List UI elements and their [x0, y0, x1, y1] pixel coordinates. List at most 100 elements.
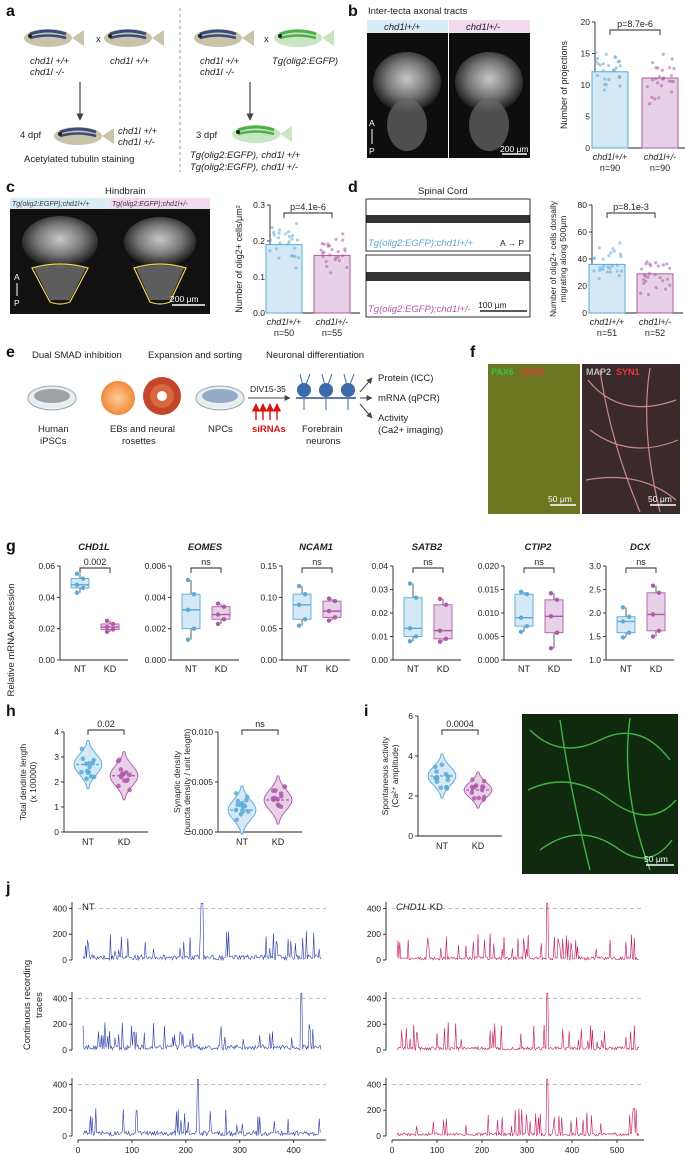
g-ctip2-nt-point-3: [524, 592, 530, 597]
f-scale2: 50 μm: [648, 494, 672, 504]
b-bar0-point-23: [614, 66, 618, 70]
j-1-trace-2-y-ticklabel-2: 400: [367, 1079, 381, 1089]
h-0-kd-point-13: [115, 758, 121, 764]
d-bar0-point-12: [615, 263, 619, 267]
d-bar0-point-6: [610, 264, 614, 268]
j-1-trace-0-y-ticklabel-1: 200: [367, 929, 381, 939]
a-left-stage: 4 dpf: [20, 130, 41, 141]
a-left-off-l1: chd1l +/+: [118, 126, 158, 137]
b-bar1-point-21: [653, 97, 657, 101]
g-eomes-kd-box: [211, 606, 231, 620]
g-ctip2-sig-label: ns: [534, 557, 544, 567]
d-bar0-point-17: [617, 274, 621, 278]
j-0-trace-2-y-ticklabel-2: 400: [53, 1079, 67, 1089]
g-ctip2-y-ticklabel-0: 0.000: [478, 655, 500, 665]
g-dcx-sig-bracket: [625, 567, 657, 573]
g-eomes-nt-point-1: [191, 626, 197, 631]
h-1-kd-point-13: [271, 797, 276, 803]
g-ctip2-nt-point-2: [518, 615, 524, 620]
b-bar1-point-19: [651, 61, 655, 65]
b-title: Inter-tecta axonal tracts: [368, 6, 468, 17]
g-chd1l-sig-label: 0.002: [84, 557, 107, 567]
sirna-arrows-icon: [251, 403, 282, 420]
c-bar0-point-21: [293, 254, 297, 259]
panel-letter-i: i: [364, 703, 368, 720]
b-bar1-point-15: [650, 95, 654, 99]
h-0-nt-point-11: [83, 761, 89, 767]
c-bar-0: [265, 244, 303, 314]
h-1-kd-point-8: [276, 803, 281, 808]
g-satb2-kd-point-4: [437, 596, 443, 602]
i-y-ticklabel-3: 6: [408, 711, 413, 721]
panel-letter-h: h: [6, 703, 16, 720]
j-1-trace-2-y-ticklabel-1: 200: [367, 1105, 381, 1115]
panel-h: h: [6, 703, 16, 720]
d-ylabel-l1: Number of olig2+ cells dorsally: [548, 200, 558, 317]
d-bar0-point-20: [608, 266, 612, 270]
e-neuron-l2: neurons: [306, 436, 341, 447]
h-0-sig-label: 0.02: [97, 719, 115, 729]
c-img-label1: Tg(olig2:EGFP);chd1l+/+: [12, 201, 89, 208]
g-dcx-kd-point-1: [656, 628, 662, 634]
h-0-kd-point-12: [116, 783, 121, 789]
panel-i: i 50 μm: [364, 703, 678, 874]
e-out1: Protein (ICC): [378, 373, 433, 384]
b-bar1-point-11: [660, 68, 665, 72]
c-orient-a: A: [14, 272, 20, 282]
d-bar0-point-19: [618, 252, 623, 256]
h-1-ylabel-l2: (puncta density / unit length): [182, 728, 192, 835]
d-xlabel-0: chd1l+/+: [590, 317, 625, 327]
j-0-trace-2-line: [82, 1079, 322, 1137]
c-bar1-point-10: [336, 249, 340, 254]
d-title: Spinal Cord: [418, 186, 468, 197]
e-step3: Neuronal differentiation: [266, 350, 364, 361]
d-bar1-point-9: [648, 262, 652, 266]
chart-d: 0 20 40 60 80 chd1l+/+n=51 chd1l+/-n=52 p=8.1e-…: [548, 200, 683, 338]
g-ctip2-kd-point-0: [548, 646, 554, 651]
i-scale: 50 μm: [644, 854, 668, 864]
j-1-x-ticklabel-0: 0: [390, 1145, 395, 1154]
b-bar0-point-18: [602, 88, 606, 92]
d-img-label1: Tg(olig2:EGFP);chd1l+/+: [368, 238, 474, 249]
panel-letter-g: g: [6, 538, 16, 555]
j-1-x-ticklabel-4: 400: [565, 1145, 579, 1154]
g-dcx-y-ticklabel-2: 2.0: [589, 608, 601, 618]
i-xlabel-0: NT: [436, 841, 448, 851]
j-0-x-ticklabel-0: 0: [76, 1145, 81, 1154]
j-0-trace-1-y-ticklabel-0: 0: [62, 1045, 67, 1055]
c-bar0-point-17: [295, 238, 300, 242]
d-bar0-point-22: [597, 276, 601, 281]
j-0-trace-0-y-ticklabel-2: 400: [53, 903, 67, 913]
b-bar0-point-13: [604, 83, 608, 87]
h-1-kd-point-9: [278, 794, 284, 799]
g-ctip2-nt-point-0: [518, 629, 524, 634]
i-calcium-image: [522, 714, 678, 874]
h-0-nt-point-12: [91, 757, 96, 763]
g-dcx-nt-box: [616, 616, 636, 634]
j-1-x-ticklabel-5: 500: [610, 1145, 624, 1154]
g-ncam1-title: NCAM1: [299, 542, 333, 553]
j-ylabel-2: traces: [34, 992, 45, 1018]
g-satb2-y-ticklabel-2: 0.02: [371, 608, 388, 618]
i-xlabel-1: KD: [472, 841, 485, 851]
c-bar0-point-22: [278, 241, 282, 245]
j-0-x-ticklabel-2: 200: [179, 1145, 193, 1154]
d-bar0-point-15: [591, 256, 595, 261]
g-ncam1-kd-box: [322, 600, 342, 618]
b-bar1-point-0: [661, 52, 665, 56]
d-bar1-point-20: [639, 291, 643, 296]
h-0-kd-point-2: [127, 787, 132, 793]
g-chd1l-nt-box: [70, 578, 90, 589]
g-chd1l-y-ticklabel-2: 0.04: [38, 592, 55, 602]
g-eomes-title: EOMES: [188, 542, 223, 553]
e-step1: Dual SMAD inhibition: [32, 350, 122, 361]
g-ncam1-y-ticklabel-0: 0.00: [260, 655, 277, 665]
g-satb2-sig-bracket: [412, 567, 444, 573]
panel-letter-c: c: [6, 179, 15, 196]
i-kd-point-2: [469, 790, 475, 795]
b-bar1-point-5: [656, 81, 660, 85]
d-bar1-point-16: [646, 275, 650, 279]
b-bar1-point-24: [648, 101, 652, 106]
g-eomes-sig-label: ns: [201, 557, 211, 567]
panel-e: e Dual SMAD inhibition Expansion and sor…: [6, 344, 443, 447]
